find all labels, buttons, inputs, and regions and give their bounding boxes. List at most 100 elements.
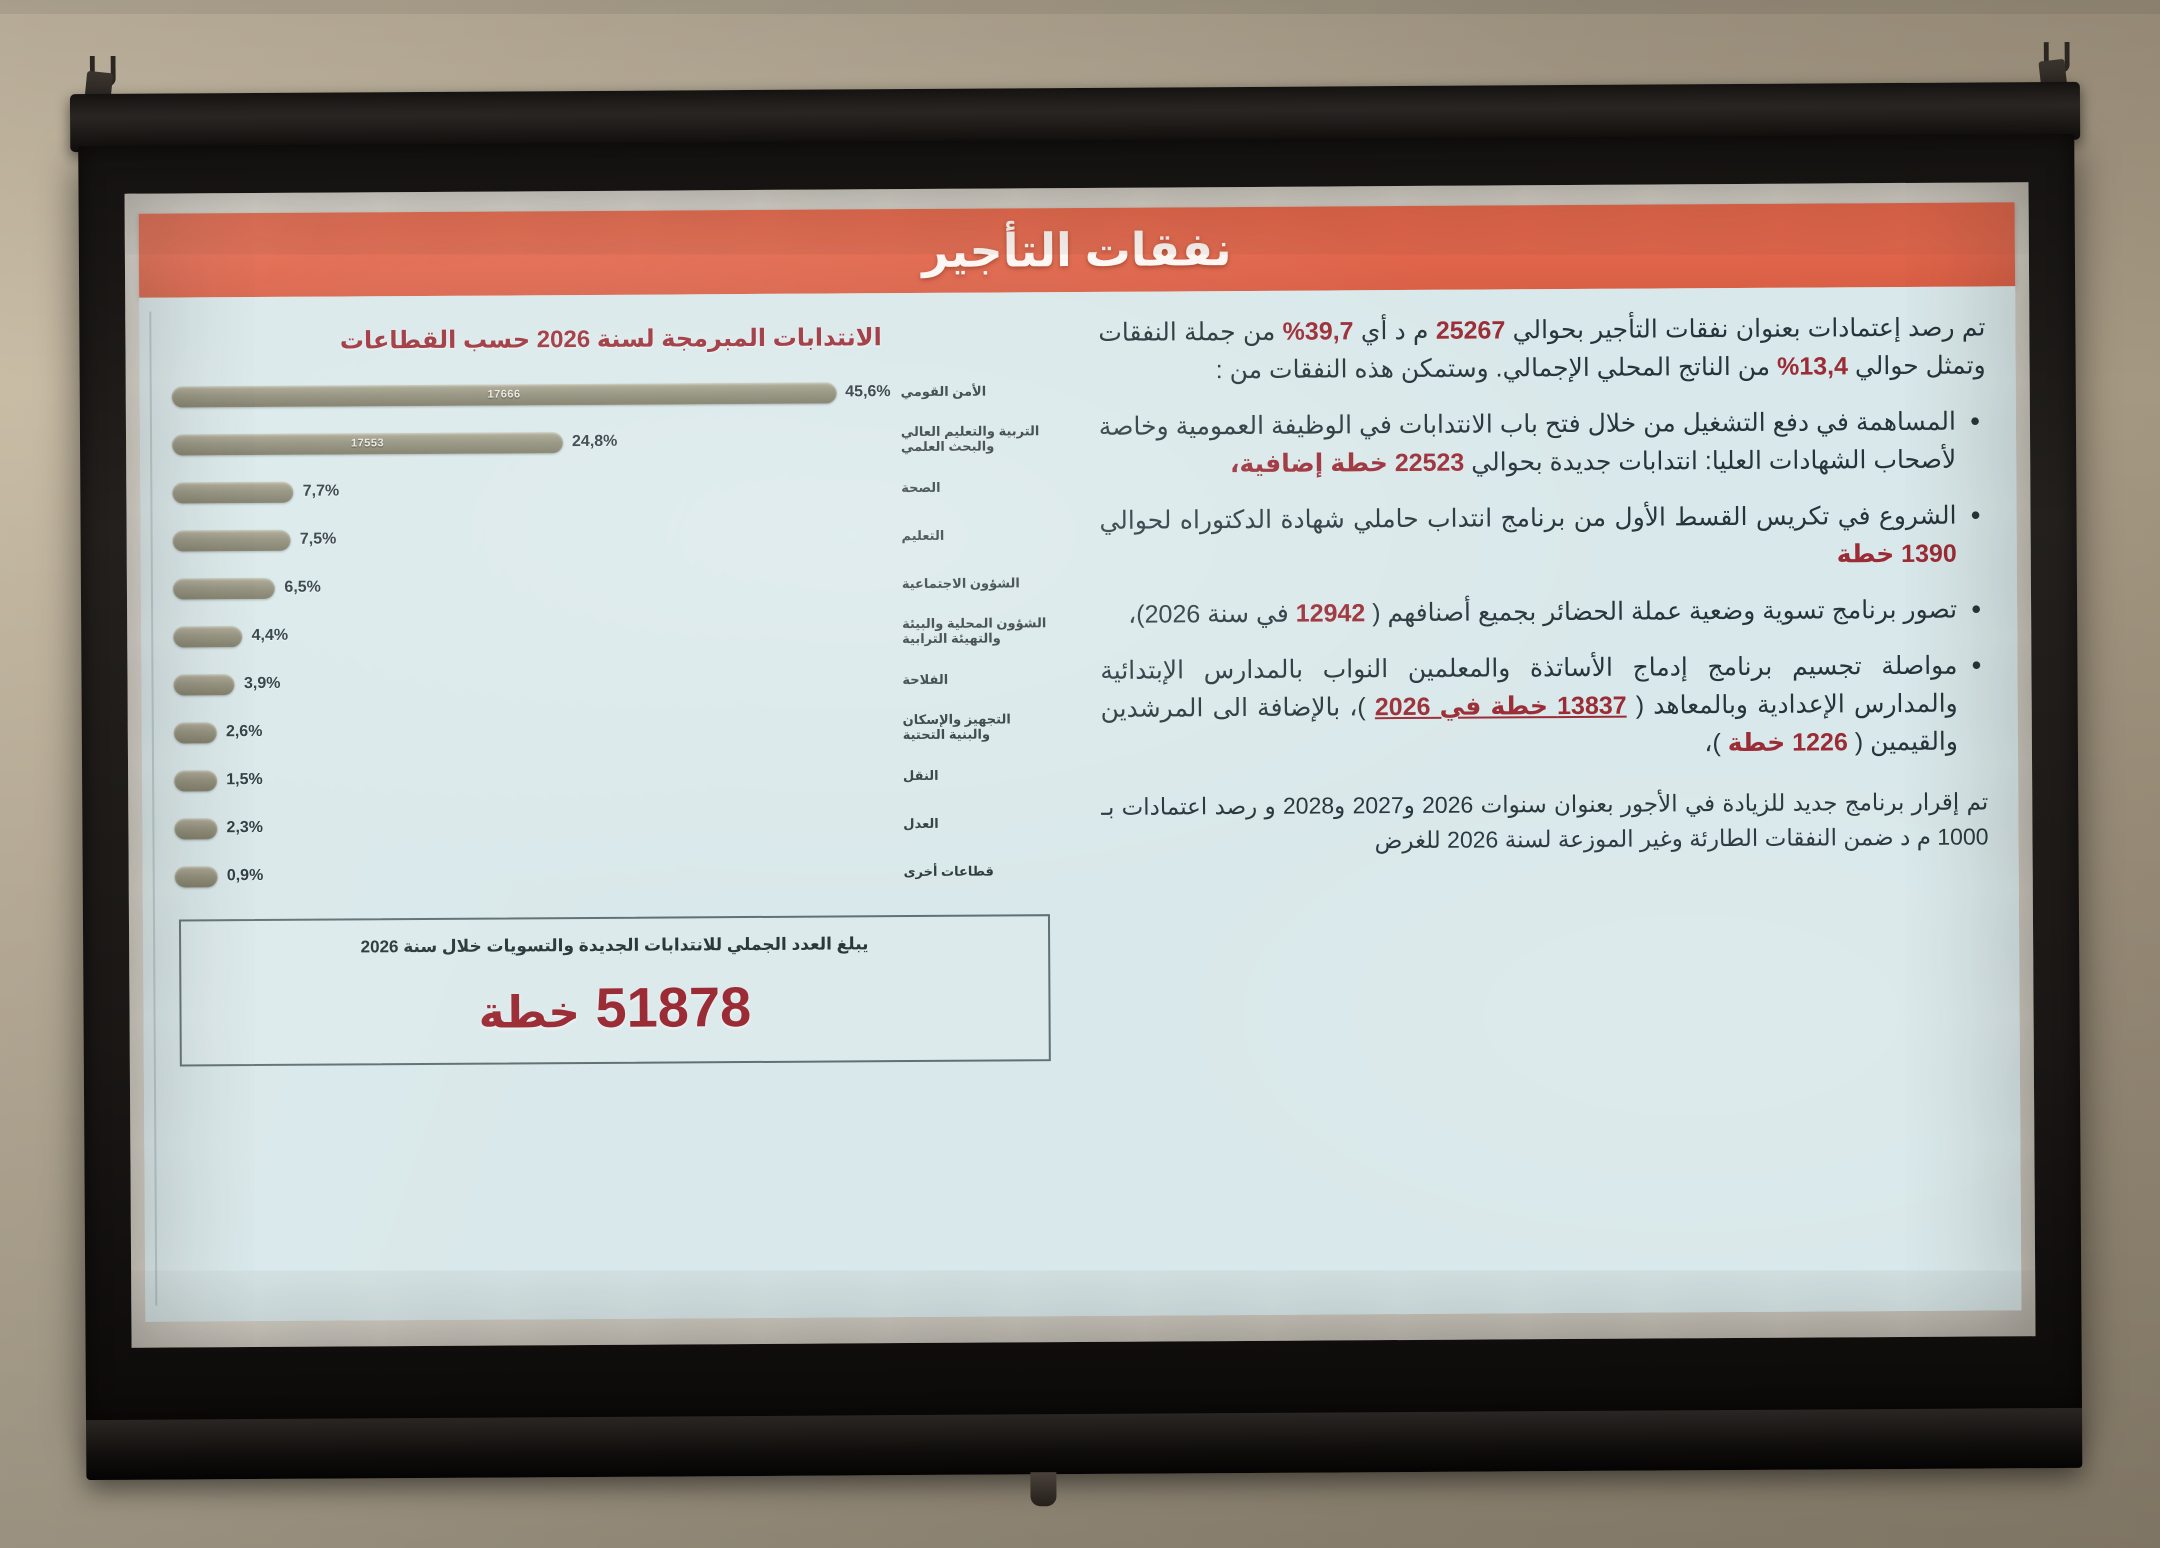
screen-black-frame: نفقات التأجير تم رصد إعتمادات بعنوان نفق… [78, 133, 2083, 1425]
wall-seam-top [0, 0, 2160, 14]
bar-category-label: النقل [902, 767, 939, 783]
bar-row: الشؤون الاجتماعية 6,5% [172, 566, 1052, 605]
bar-fill [173, 721, 218, 744]
bar-inline-label [174, 770, 217, 791]
bar-row: الفلاحة 3,9% [173, 662, 1052, 701]
bullet-4-text-c: )، [1704, 729, 1721, 758]
bar-row: النقل 1,5% [174, 758, 1053, 797]
bar-value-label: 2,3% [226, 818, 264, 837]
bullet-list: المساهمة في دفع التشغيل من خلال فتح باب … [1099, 402, 1988, 783]
intro-amount: 25267 [1435, 316, 1506, 345]
bullet-3-text-b: في سنة 2026)، [1128, 599, 1289, 629]
bar-track: 2,6% [173, 718, 893, 744]
intro-percent2: 13,4% [1776, 352, 1849, 381]
closing-paragraph: تم إقرار برنامج جديد للزيادة في الأجور ب… [1101, 788, 1989, 853]
slide-body: تم رصد إعتمادات بعنوان نفقات التأجير بحو… [139, 286, 2022, 1322]
bullet-2-value: 1390 خطة [1836, 539, 1957, 569]
intro-percent1: 39,7% [1282, 317, 1354, 346]
bar-fill [174, 769, 218, 792]
bar-inline-label: 17666 [487, 388, 521, 401]
bar-inline-label [175, 866, 218, 887]
bar-value-label: 1,5% [226, 770, 263, 789]
bar-fill: 17666 [171, 381, 837, 408]
bullet-item-substitute-teachers: مواصلة تجسيم برنامج إدماج الأساتذة والمع… [1100, 646, 1988, 765]
intro-paragraph: تم رصد إعتمادات بعنوان نفقات التأجير بحو… [1098, 308, 1986, 389]
bullet-item-doctorate: الشروع في تكريس القسط الأول من برنامج ان… [1099, 496, 1987, 577]
screen-pull-handle[interactable] [1030, 1472, 1057, 1507]
bar-track: 17553 24,8% [171, 430, 891, 456]
bar-category-label: الشؤون الاجتماعية [901, 574, 1020, 591]
bar-category-label: الشؤون المحلية والبيئة والتهيئة الترابية [901, 615, 1047, 647]
total-unit: خطة [478, 988, 581, 1038]
bar-track: 2,3% [174, 814, 893, 840]
bar-inline-label [174, 818, 217, 839]
total-number: 51878 [595, 975, 752, 1040]
bar-track: 1,5% [174, 766, 893, 792]
bar-value-label: 3,9% [243, 674, 281, 693]
bar-track: 17666 45,6% [171, 381, 891, 408]
bar-category-label: التعليم [901, 527, 945, 543]
bar-fill [172, 481, 294, 504]
screen-weight-bar [86, 1407, 2083, 1481]
projection-surface: نفقات التأجير تم رصد إعتمادات بعنوان نفق… [124, 182, 2036, 1348]
bar-value-label: 24,8% [571, 432, 618, 451]
bar-row: قطاعات أخرى 0,9% [174, 854, 1054, 893]
bullet-item-worksite-workers: تصور برنامج تسوية وضعية عملة الحضائر بجم… [1100, 590, 1987, 633]
total-summary-box: يبلغ العدد الجملي للانتدابات الجديدة وال… [178, 914, 1051, 1067]
bar-row: التربية والتعليم العالي والبحث العلمي 175… [171, 422, 1051, 461]
bullet-3-value: 12942 [1295, 599, 1366, 628]
bar-inline-label: 17553 [350, 437, 385, 450]
bar-fill [172, 529, 291, 552]
slide-title: نفقات التأجير [922, 223, 1232, 277]
bar-category-label: التجهيز والإسكان والبنية التحتية [902, 711, 1011, 743]
slide-chart-column: الانتدابات المبرمجة لسنة 2026 حسب القطاع… [149, 306, 1081, 1306]
bullet-4-value: 13837 خطة في 2026 [1374, 691, 1627, 722]
bar-inline-label [173, 529, 291, 551]
bar-track: 7,7% [172, 478, 891, 504]
bar-fill [174, 865, 218, 888]
bullet-1-value: 22523 خطة [1330, 448, 1465, 478]
slide-title-bar: نفقات التأجير [138, 202, 2016, 298]
bar-value-label: 7,7% [302, 482, 340, 500]
bar-category-label: قطاعات أخرى [903, 863, 994, 879]
bar-value-label: 6,5% [284, 578, 321, 596]
bullet-1-text-b: إضافية، [1229, 449, 1324, 479]
bullet-item-recruitment: المساهمة في دفع التشغيل من خلال فتح باب … [1099, 402, 1987, 483]
bar-fill [172, 577, 276, 600]
bar-fill [174, 817, 218, 840]
bullet-2-text-a: الشروع في تكريس القسط الأول من برنامج ان… [1099, 501, 1957, 535]
bar-track: 0,9% [174, 862, 894, 888]
chart-title: الانتدابات المبرمجة لسنة 2026 حسب القطاع… [339, 324, 882, 355]
bar-category-label: الفلاحة [902, 671, 949, 687]
bar-fill: 17553 [171, 431, 564, 456]
bar-row: الشؤون المحلية والبيئة والتهيئة الترابية… [173, 614, 1052, 653]
bullet-3-text-a: تصور برنامج تسوية وضعية عملة الحضائر بجم… [1372, 595, 1958, 628]
bar-row: التجهيز والإسكان والبنية التحتية 2,6% [173, 710, 1053, 749]
bar-track: 4,4% [173, 622, 892, 648]
bar-track: 7,5% [172, 526, 892, 552]
total-value: 51878 خطة [199, 972, 1030, 1042]
intro-mid1: م د أي [1360, 316, 1429, 346]
bar-chart: الأمن القومي 17666 45,6% التربية والتعليم ا… [166, 374, 1060, 893]
bar-fill [173, 673, 236, 696]
bar-value-label: 4,4% [251, 626, 289, 645]
presentation-slide: نفقات التأجير تم رصد إعتمادات بعنوان نفق… [138, 202, 2022, 1322]
intro-before: تم رصد إعتمادات بعنوان نفقات التأجير بحو… [1512, 313, 1986, 345]
bar-track: 6,5% [172, 574, 892, 600]
total-caption: يبلغ العدد الجملي للانتدابات الجديدة وال… [360, 934, 869, 957]
bullet-4-value-2: 1226 خطة [1727, 728, 1848, 758]
bar-row: الصحة 7,7% [172, 470, 1051, 509]
bar-value-label: 45,6% [845, 383, 891, 401]
bar-row: العدل 2,3% [174, 806, 1053, 845]
bar-inline-label [173, 577, 276, 599]
bar-inline-label [172, 481, 294, 503]
bar-inline-label [173, 674, 235, 695]
bar-value-label: 0,9% [226, 866, 264, 885]
bar-fill [173, 625, 243, 648]
projector-screen-assembly: نفقات التأجير تم رصد إعتمادات بعنوان نفق… [42, 30, 2117, 1507]
bullet-1-text-a: المساهمة في دفع التشغيل من خلال فتح باب … [1098, 407, 1957, 477]
bar-value-label: 2,6% [225, 722, 263, 741]
slide-text-column: تم رصد إعتمادات بعنوان نفقات التأجير بحو… [1080, 300, 2011, 1300]
bar-row: الأمن القومي 17666 45,6% [171, 374, 1051, 413]
bar-category-label: الأمن القومي [900, 383, 987, 399]
